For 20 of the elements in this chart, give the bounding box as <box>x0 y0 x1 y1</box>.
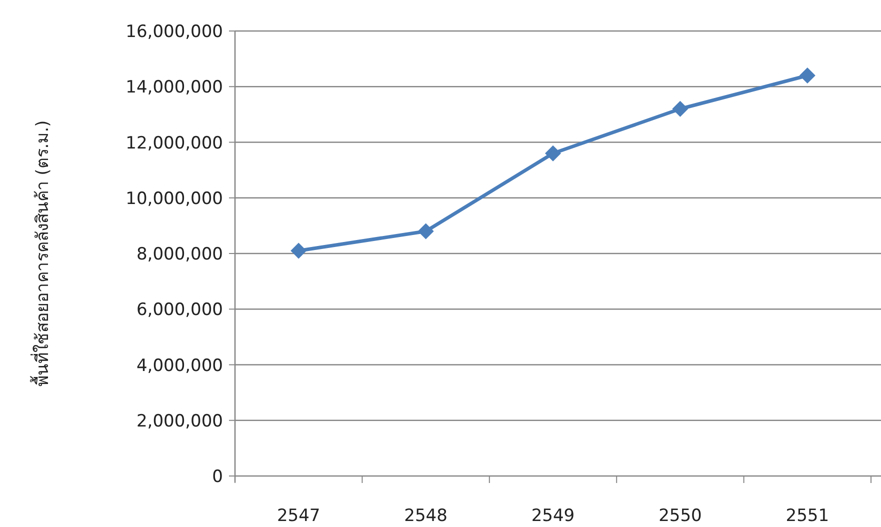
x-tick-label: 2550 <box>658 506 702 526</box>
y-tick-label: 16,000,000 <box>126 22 223 42</box>
x-tick-label: 2549 <box>531 506 575 526</box>
point <box>672 100 688 117</box>
x-tick-label: 2548 <box>404 506 448 526</box>
x-tick-label: 2547 <box>276 506 320 526</box>
y-tick-label: 10,000,000 <box>126 188 223 209</box>
y-tick-label: 4,000,000 <box>136 356 223 376</box>
x-tick-label: 2551 <box>786 506 830 526</box>
y-tick-label: 0 <box>212 467 223 487</box>
point <box>545 145 561 162</box>
y-tick-label: 8,000,000 <box>136 244 223 264</box>
y-tick-label: 2,000,000 <box>136 411 223 432</box>
y-tick-label: 6,000,000 <box>136 300 223 320</box>
point <box>418 223 434 240</box>
point <box>799 68 816 84</box>
y-tick-label: 14,000,000 <box>126 78 223 98</box>
y-tick-label: 12,000,000 <box>126 133 223 154</box>
y-axis-title: พื้นที่ใช้สอยอาคารคลังสินค้า (ตร.ม.) <box>30 120 53 387</box>
point <box>290 242 307 259</box>
